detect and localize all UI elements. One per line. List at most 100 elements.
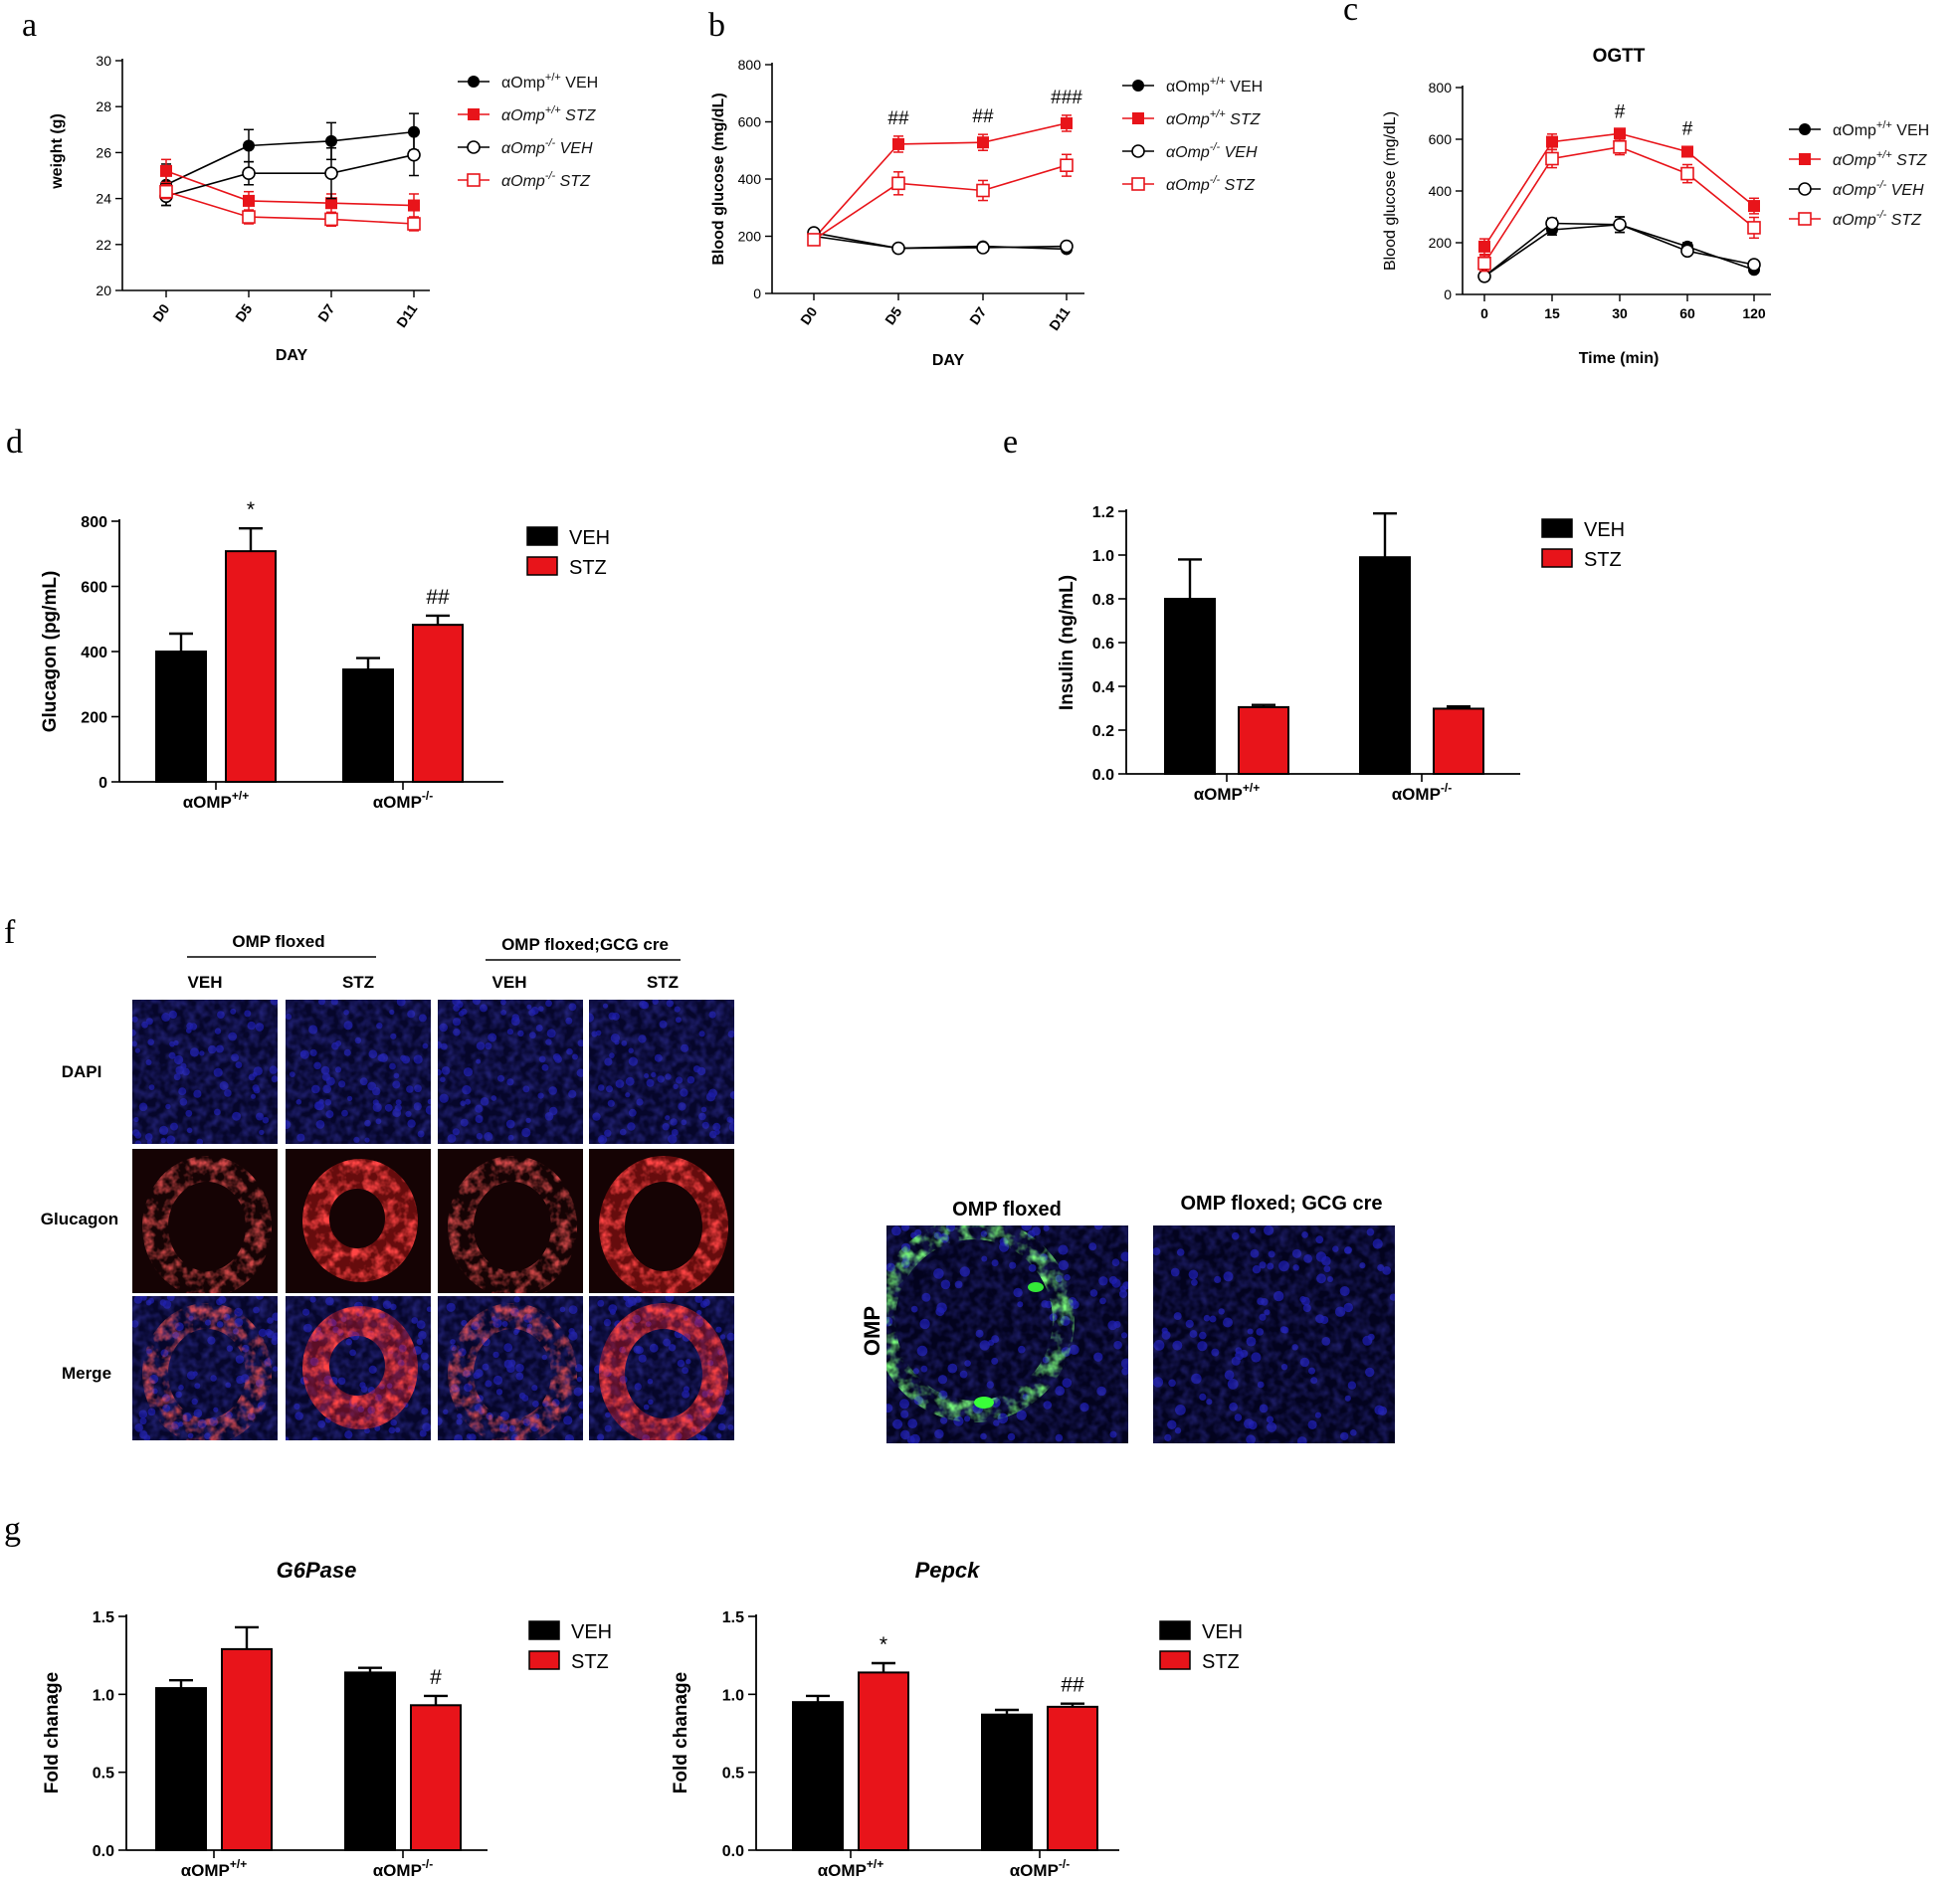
x-tick-label: D5	[882, 303, 904, 327]
data-point-1-2	[1614, 127, 1626, 140]
bar-STZ-0	[225, 550, 277, 783]
legend-marker-2	[467, 140, 481, 154]
data-point-3-3	[407, 217, 421, 231]
data-point-2-2	[324, 166, 338, 180]
data-point-1-1	[1546, 135, 1558, 148]
data-point-3-1	[1545, 151, 1559, 166]
x-tick-label: D5	[232, 300, 255, 324]
y-axis-label: Fold chanage	[671, 1672, 691, 1793]
bar-VEH-1	[342, 668, 394, 784]
x-tick-label: 60	[1679, 305, 1695, 321]
micrograph-merge-4	[589, 1296, 734, 1440]
data-point-1-2	[325, 197, 337, 210]
data-point-1-3	[1681, 145, 1693, 158]
micrograph-content	[132, 1296, 278, 1440]
bar-VEH-1	[981, 1713, 1033, 1851]
legend-label-1: STZ	[571, 1651, 609, 1673]
data-point-3-3	[1060, 158, 1074, 172]
panel-letter-a: a	[22, 7, 37, 44]
data-point-2-2	[1613, 218, 1627, 232]
micrograph-content	[589, 1149, 734, 1293]
group-label-omp-floxed-gcg-cre: OMP floxed;GCG cre	[501, 935, 669, 954]
y-tick-label: 26	[96, 144, 111, 160]
data-point-0-1	[243, 139, 255, 152]
glucagon-signal	[438, 1149, 583, 1293]
legend-label-3: αOmp-/- STZ	[501, 170, 591, 190]
y-tick-label: 400	[1429, 183, 1453, 199]
micrograph-dapi-1	[132, 1000, 278, 1144]
category-label-1: αOMP-/-	[1392, 781, 1453, 804]
glucagon-bar-chart: 0 200 400 600 800 Glucagon (pg/mL) αOMP+/+ αOMP…	[40, 498, 610, 812]
series-line-1	[165, 170, 415, 207]
significance-label: ##	[887, 108, 909, 129]
data-point-3-0	[807, 233, 821, 247]
series-line-3	[1483, 145, 1755, 265]
y-tick-label: 24	[96, 191, 111, 207]
significance-label: #	[1615, 101, 1626, 122]
legend-marker-2	[1798, 182, 1812, 196]
x-tick-label: D11	[393, 300, 421, 330]
red-noise	[589, 1296, 734, 1440]
y-tick-label: 0.0	[1092, 767, 1114, 784]
data-point-3-2	[324, 212, 338, 227]
legend-marker-3	[1798, 212, 1812, 226]
legend-label-2: αOmp-/- VEH	[1833, 179, 1924, 199]
panel-letter-c: c	[1343, 0, 1358, 28]
legend-marker-1	[1132, 112, 1144, 124]
bar-VEH-0	[1164, 598, 1216, 775]
chart-title: Pepck	[915, 1558, 982, 1583]
y-tick-label: 0.4	[1092, 679, 1114, 696]
data-point-1-1	[243, 194, 255, 207]
red-noise	[132, 1296, 278, 1440]
red-fill	[589, 1149, 734, 1293]
category-label-1: αOMP-/-	[373, 1857, 434, 1877]
legend-marker-1	[1799, 153, 1811, 165]
micrograph-content	[286, 1149, 431, 1293]
y-tick-label: 1.0	[722, 1687, 744, 1704]
noise	[286, 1000, 431, 1144]
y-tick-label: 1.0	[1092, 548, 1114, 565]
legend-label-1: αOmp+/+ STZ	[501, 104, 597, 124]
legend-marker-1	[468, 108, 480, 120]
data-point-3-1	[242, 210, 256, 224]
data-point-1-0	[1478, 240, 1490, 253]
significance-label: ##	[1061, 1674, 1084, 1697]
x-tick-label: 30	[1612, 305, 1628, 321]
micrograph-content	[438, 1149, 583, 1293]
data-point-3-2	[976, 183, 990, 198]
category-label-0: αOMP+/+	[183, 789, 250, 812]
omp-title-floxed-gcg-cre: OMP floxed; GCG cre	[1180, 1193, 1382, 1215]
y-tick-label: 1.0	[93, 1687, 114, 1704]
weight-line-chart: 20 22 24 26 28 30 D0 D5 D7 D11 DAY weight (g) αOmp+/…	[49, 53, 598, 364]
legend-swatch-1	[1541, 548, 1573, 568]
y-tick-label: 1.5	[722, 1609, 744, 1626]
legend-swatch-0	[1541, 518, 1573, 538]
glucagon-signal	[132, 1296, 278, 1440]
y-tick-label: 0.0	[93, 1843, 114, 1860]
micrograph-content	[438, 1000, 583, 1144]
red-noise	[438, 1296, 583, 1440]
y-tick-label: 200	[81, 710, 107, 727]
legend-marker-2	[1131, 144, 1145, 158]
x-tick-label: D11	[1046, 303, 1074, 333]
y-tick-label: 600	[81, 580, 107, 597]
bar-VEH-0	[155, 1687, 207, 1851]
y-tick-label: 30	[96, 53, 111, 69]
x-tick-label: D7	[966, 303, 989, 327]
micrograph-glucagon-4	[589, 1149, 734, 1293]
significance-label: ##	[972, 106, 994, 127]
red-noise	[132, 1149, 278, 1293]
data-point-2-3	[1060, 239, 1074, 254]
data-point-3-4	[1747, 221, 1761, 235]
y-axis-label: Fold chanage	[42, 1672, 63, 1793]
data-point-1-4	[1748, 200, 1760, 213]
micrograph-content	[886, 1225, 1128, 1443]
micrograph-merge-3	[438, 1296, 583, 1440]
y-tick-label: 800	[81, 514, 107, 531]
x-tick-label: D0	[149, 300, 172, 324]
micrograph-content	[286, 1296, 431, 1440]
legend-swatch-0	[526, 526, 558, 546]
data-point-1-3	[408, 199, 420, 212]
y-axis-label: weight (g)	[49, 113, 66, 190]
y-tick-label: 800	[738, 57, 762, 73]
